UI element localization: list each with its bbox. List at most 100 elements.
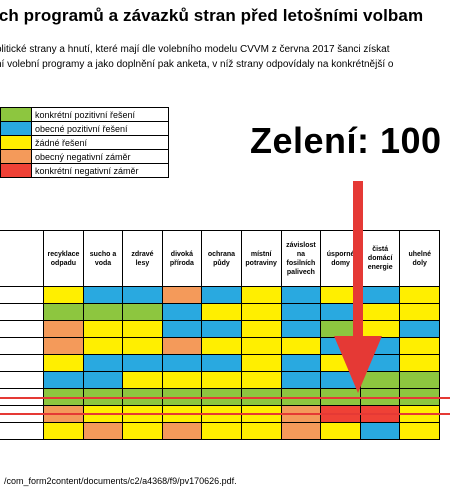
legend-label: obecné pozitivní řešení (31, 121, 169, 136)
rating-cell (122, 286, 163, 304)
source-url[interactable]: /com_form2content/documents/c2/a4368/f9/… (4, 476, 237, 486)
legend-row: obecný negativní záměr (0, 149, 169, 164)
legend-swatch (0, 121, 32, 136)
rating-cell (82, 371, 124, 389)
rating-cell (280, 303, 322, 321)
rating-cell (122, 422, 163, 440)
intro-line: olitické strany a hnutí, které mají dle … (0, 44, 390, 55)
rating-cell (122, 303, 163, 321)
rating-cell (43, 337, 84, 355)
rating-cell (43, 286, 84, 304)
rating-cell (82, 286, 124, 304)
rating-cell (240, 422, 282, 440)
table-row (0, 320, 440, 338)
rating-cell (122, 320, 163, 338)
rating-cell (280, 320, 322, 338)
table-row (0, 303, 440, 321)
rating-cell (320, 303, 361, 321)
rating-cell (43, 422, 84, 440)
legend-label: obecný negativní záměr (31, 149, 169, 164)
column-header: čistá domácí energie (359, 230, 401, 287)
rating-cell (82, 303, 124, 321)
rating-cell (399, 303, 440, 321)
rating-cell (240, 320, 282, 338)
rating-cell (43, 354, 84, 372)
intro-text: olitické strany a hnutí, které mají dle … (0, 42, 450, 72)
rating-cell (82, 320, 124, 338)
party-cell (0, 320, 45, 338)
rating-cell (161, 371, 203, 389)
rating-cell (161, 303, 203, 321)
column-header: divoká příroda (161, 230, 203, 287)
rating-cell (122, 337, 163, 355)
table-row (0, 388, 440, 406)
legend-swatch (0, 149, 32, 164)
rating-cell (82, 354, 124, 372)
rating-cell (82, 337, 124, 355)
legend-label: konkrétní pozitivní řešení (31, 107, 169, 122)
legend-row: konkrétní pozitivní řešení (0, 107, 169, 122)
rating-cell (399, 320, 440, 338)
red-arrow-icon (334, 181, 382, 393)
rating-cell (201, 303, 242, 321)
rating-cell (359, 422, 401, 440)
column-header: recyklace odpadu (43, 230, 84, 287)
rating-cell (201, 286, 242, 304)
party-cell (0, 337, 45, 355)
column-header: zdravé lesy (122, 230, 163, 287)
legend-label: žádné řešení (31, 135, 169, 150)
rating-cell (201, 422, 242, 440)
rating-cell (399, 354, 440, 372)
rating-cell (122, 371, 163, 389)
rating-cell (201, 371, 242, 389)
rating-cell (399, 286, 440, 304)
rating-cell (320, 286, 361, 304)
party-cell (0, 286, 45, 304)
column-header: sucho a voda (82, 230, 124, 287)
rating-cell (201, 320, 242, 338)
highlight-line-bottom (0, 413, 450, 415)
rating-cell (240, 303, 282, 321)
rating-cell (161, 337, 203, 355)
legend-row: obecné pozitivní řešení (0, 121, 169, 136)
party-cell (0, 303, 45, 321)
rating-cell (240, 337, 282, 355)
legend-row: žádné řešení (0, 135, 169, 150)
rating-cell (280, 354, 322, 372)
legend-label: konkrétní negativní záměr (31, 163, 169, 178)
rating-cell (43, 320, 84, 338)
highlight-line-top (0, 397, 450, 399)
legend-swatch (0, 135, 32, 150)
rating-cell (201, 337, 242, 355)
legend-swatch (0, 107, 32, 122)
table-row (0, 371, 440, 389)
table-row (0, 286, 440, 304)
legend-swatch (0, 163, 32, 178)
party-cell (0, 422, 45, 440)
column-header: ochrana půdy (201, 230, 242, 287)
table-row (0, 422, 440, 440)
rating-cell (161, 320, 203, 338)
party-cell (0, 354, 45, 372)
rating-cell (161, 354, 203, 372)
rating-cell (399, 422, 440, 440)
rating-cell (161, 422, 203, 440)
rating-cell (240, 371, 282, 389)
legend-row: konkrétní negativní záměr (0, 163, 169, 178)
column-header: závislost na fosilních palivech (280, 230, 322, 287)
rating-cell (43, 303, 84, 321)
rating-cell (161, 286, 203, 304)
rating-cell (399, 337, 440, 355)
column-header: místní potraviny (240, 230, 282, 287)
rating-cell (320, 422, 361, 440)
rating-cell (82, 422, 124, 440)
intro-line: ní volební programy a jako doplnění pak … (0, 59, 394, 70)
page-title: ích programů a závazků stran před letošn… (0, 6, 424, 25)
rating-cell (122, 354, 163, 372)
rating-cell (280, 286, 322, 304)
party-column-header (0, 230, 45, 287)
rating-cell (240, 354, 282, 372)
rating-cell (320, 320, 361, 338)
rating-cell (280, 371, 322, 389)
rating-cell (240, 286, 282, 304)
